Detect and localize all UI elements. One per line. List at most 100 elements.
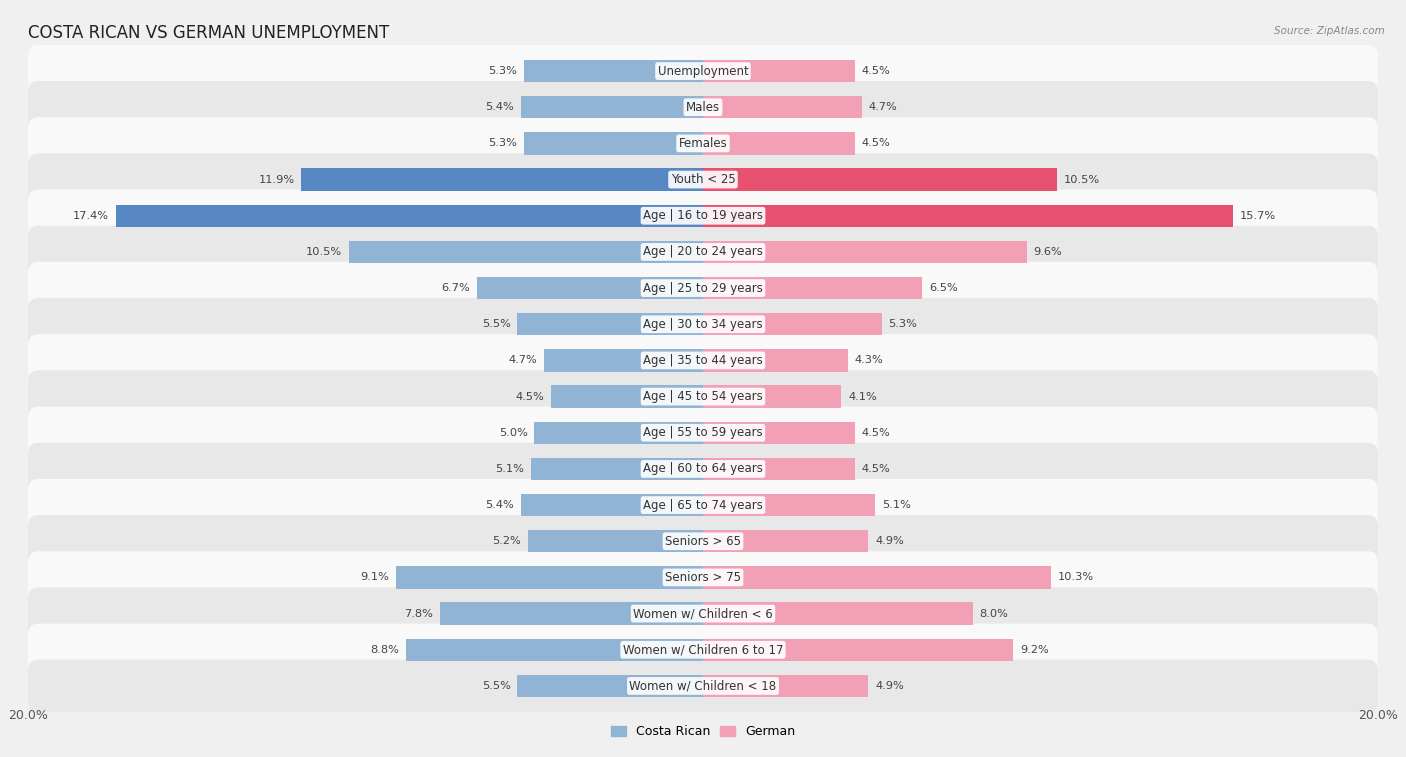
Text: 9.2%: 9.2% [1021, 645, 1049, 655]
Text: Age | 60 to 64 years: Age | 60 to 64 years [643, 463, 763, 475]
FancyBboxPatch shape [28, 587, 1378, 640]
Bar [349, 241, 703, 263]
Bar [703, 132, 855, 154]
Bar [703, 96, 862, 118]
FancyBboxPatch shape [28, 407, 1378, 459]
Bar [527, 530, 703, 553]
Bar [524, 132, 703, 154]
Bar [703, 494, 875, 516]
Text: Age | 30 to 34 years: Age | 30 to 34 years [643, 318, 763, 331]
Text: Source: ZipAtlas.com: Source: ZipAtlas.com [1274, 26, 1385, 36]
Bar [703, 204, 1233, 227]
Text: 5.4%: 5.4% [485, 102, 515, 112]
FancyBboxPatch shape [28, 479, 1378, 531]
FancyBboxPatch shape [28, 334, 1378, 387]
Text: 4.5%: 4.5% [516, 391, 544, 401]
Text: 8.8%: 8.8% [370, 645, 399, 655]
Text: 4.7%: 4.7% [509, 356, 537, 366]
Bar [703, 349, 848, 372]
Text: 6.7%: 6.7% [441, 283, 470, 293]
Bar [534, 422, 703, 444]
Text: Seniors > 75: Seniors > 75 [665, 571, 741, 584]
Text: 5.2%: 5.2% [492, 536, 520, 547]
Text: 5.5%: 5.5% [482, 681, 510, 691]
Text: 4.1%: 4.1% [848, 391, 877, 401]
Text: Women w/ Children 6 to 17: Women w/ Children 6 to 17 [623, 643, 783, 656]
Bar [703, 168, 1057, 191]
Text: Youth < 25: Youth < 25 [671, 173, 735, 186]
Bar [517, 313, 703, 335]
Bar [703, 674, 869, 697]
Text: 15.7%: 15.7% [1240, 210, 1275, 221]
FancyBboxPatch shape [28, 298, 1378, 350]
Text: 4.9%: 4.9% [875, 681, 904, 691]
Bar [440, 603, 703, 625]
Bar [703, 385, 841, 408]
Bar [520, 494, 703, 516]
Text: 5.1%: 5.1% [495, 464, 524, 474]
Text: 5.4%: 5.4% [485, 500, 515, 510]
Bar [406, 639, 703, 661]
Text: 5.5%: 5.5% [482, 319, 510, 329]
Text: 5.1%: 5.1% [882, 500, 911, 510]
Text: 5.3%: 5.3% [488, 139, 517, 148]
Bar [703, 277, 922, 299]
Text: 4.5%: 4.5% [862, 139, 890, 148]
Text: 11.9%: 11.9% [259, 175, 295, 185]
Text: 10.5%: 10.5% [307, 247, 342, 257]
Text: 8.0%: 8.0% [980, 609, 1008, 618]
Bar [703, 422, 855, 444]
FancyBboxPatch shape [28, 624, 1378, 676]
FancyBboxPatch shape [28, 262, 1378, 314]
Text: 4.7%: 4.7% [869, 102, 897, 112]
Text: Females: Females [679, 137, 727, 150]
Text: Age | 35 to 44 years: Age | 35 to 44 years [643, 354, 763, 367]
Text: 17.4%: 17.4% [73, 210, 110, 221]
Bar [396, 566, 703, 589]
Text: 4.9%: 4.9% [875, 536, 904, 547]
FancyBboxPatch shape [28, 659, 1378, 712]
Bar [301, 168, 703, 191]
Bar [524, 60, 703, 83]
Text: 4.5%: 4.5% [862, 428, 890, 438]
FancyBboxPatch shape [28, 81, 1378, 133]
Text: 4.5%: 4.5% [862, 66, 890, 76]
FancyBboxPatch shape [28, 226, 1378, 278]
Legend: Costa Rican, German: Costa Rican, German [606, 721, 800, 743]
Bar [703, 530, 869, 553]
Text: 10.3%: 10.3% [1057, 572, 1094, 582]
FancyBboxPatch shape [28, 117, 1378, 170]
Bar [551, 385, 703, 408]
Bar [703, 241, 1026, 263]
Bar [115, 204, 703, 227]
Text: 4.5%: 4.5% [862, 464, 890, 474]
Bar [520, 96, 703, 118]
Text: Women w/ Children < 18: Women w/ Children < 18 [630, 680, 776, 693]
Bar [703, 60, 855, 83]
Bar [703, 458, 855, 480]
Text: Age | 20 to 24 years: Age | 20 to 24 years [643, 245, 763, 258]
Text: COSTA RICAN VS GERMAN UNEMPLOYMENT: COSTA RICAN VS GERMAN UNEMPLOYMENT [28, 24, 389, 42]
Text: 9.6%: 9.6% [1033, 247, 1063, 257]
Text: 10.5%: 10.5% [1064, 175, 1099, 185]
Text: 4.3%: 4.3% [855, 356, 883, 366]
Text: Age | 55 to 59 years: Age | 55 to 59 years [643, 426, 763, 439]
Text: 5.3%: 5.3% [889, 319, 918, 329]
Text: Age | 45 to 54 years: Age | 45 to 54 years [643, 390, 763, 403]
Text: 7.8%: 7.8% [404, 609, 433, 618]
Bar [703, 566, 1050, 589]
FancyBboxPatch shape [28, 443, 1378, 495]
Bar [477, 277, 703, 299]
Text: Age | 65 to 74 years: Age | 65 to 74 years [643, 499, 763, 512]
FancyBboxPatch shape [28, 45, 1378, 98]
Text: Unemployment: Unemployment [658, 64, 748, 77]
Text: Women w/ Children < 6: Women w/ Children < 6 [633, 607, 773, 620]
Bar [531, 458, 703, 480]
Text: 6.5%: 6.5% [929, 283, 957, 293]
Bar [703, 603, 973, 625]
FancyBboxPatch shape [28, 551, 1378, 603]
Bar [544, 349, 703, 372]
Bar [703, 639, 1014, 661]
Text: 5.3%: 5.3% [488, 66, 517, 76]
Text: Males: Males [686, 101, 720, 114]
